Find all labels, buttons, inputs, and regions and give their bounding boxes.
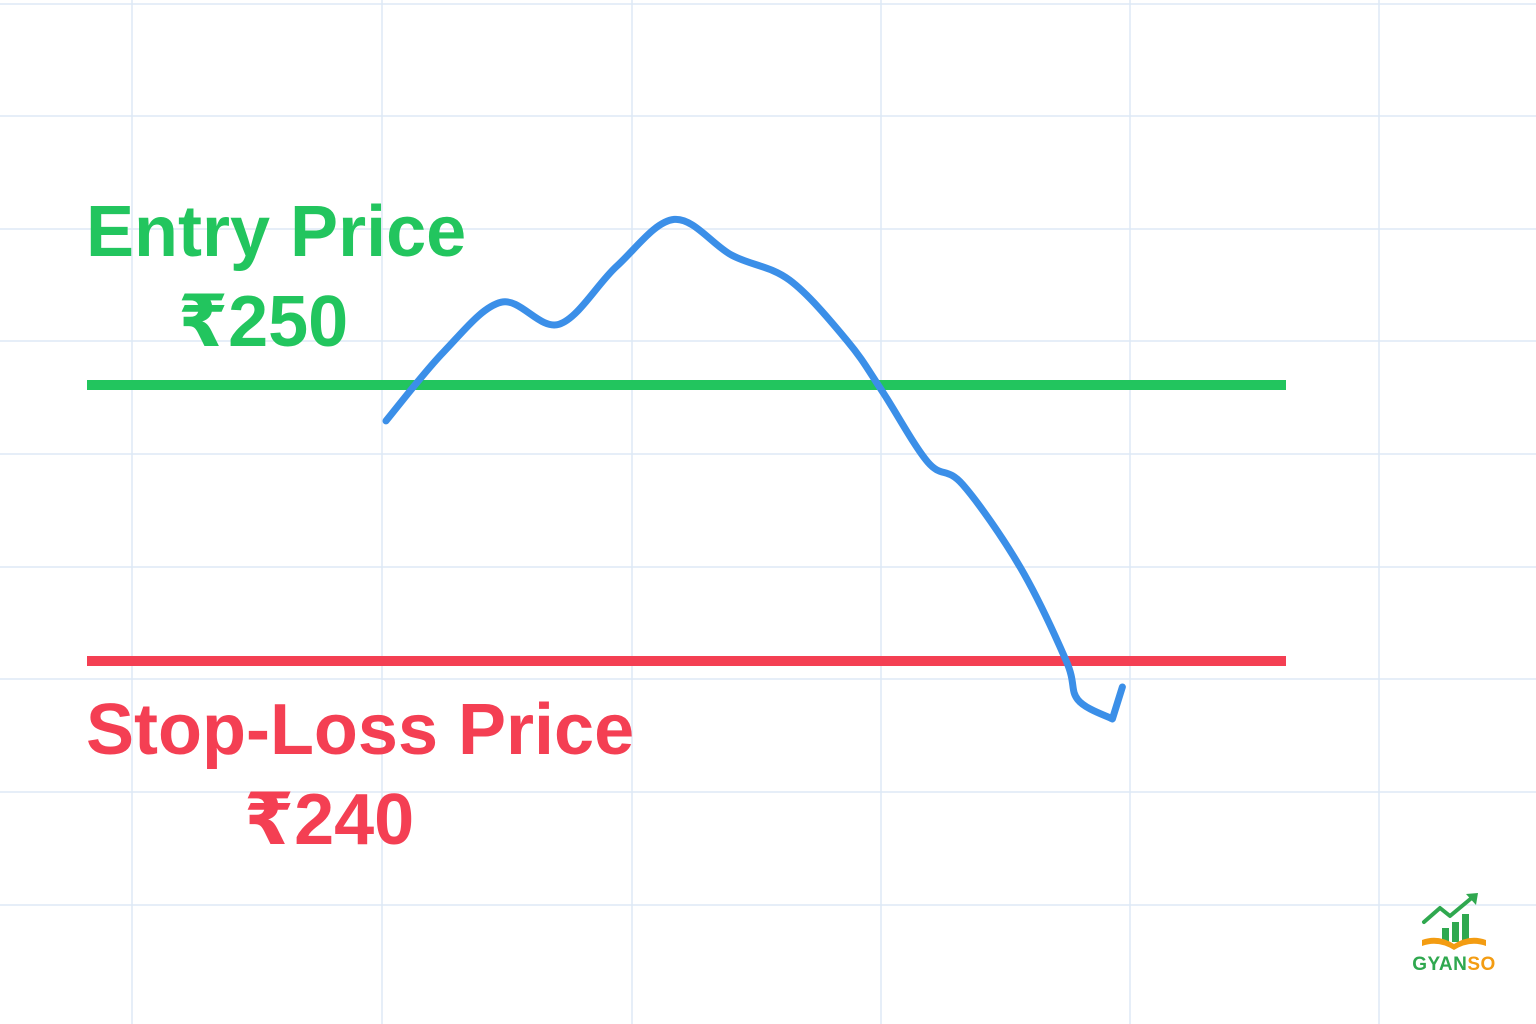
brand-name: GYANSO — [1404, 954, 1504, 976]
brand-logo: GYANSO — [1404, 892, 1504, 976]
growth-chart-book-icon — [1422, 893, 1486, 950]
price-series-line — [382, 215, 1126, 723]
entry-price-label: Entry Price — [86, 192, 467, 272]
brand-name-part1: GYAN — [1412, 954, 1468, 975]
stop-loss-price-value: ₹240 — [244, 780, 415, 860]
brand-name-part2: SO — [1467, 954, 1496, 975]
entry-price-value: ₹250 — [178, 282, 349, 362]
series-group — [382, 215, 1126, 723]
stop-loss-price-label: Stop-Loss Price — [86, 690, 635, 770]
reference-lines — [87, 380, 1286, 666]
